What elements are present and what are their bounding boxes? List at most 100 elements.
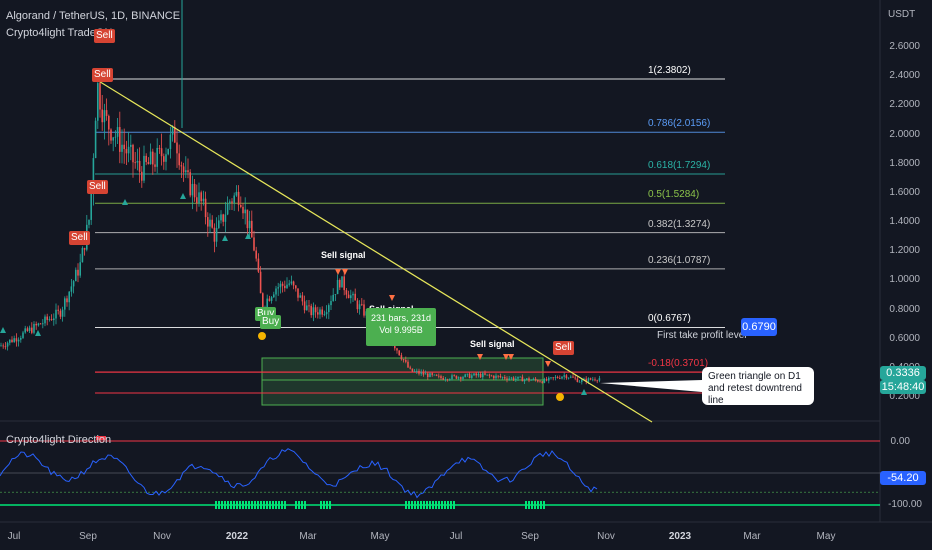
candle-body — [189, 172, 191, 196]
indicator-direction-marker — [96, 436, 106, 440]
candle-body — [578, 381, 581, 383]
callout-note[interactable]: Green triangle on D1 and retest downtren… — [702, 367, 814, 406]
buy-triangle-icon — [222, 235, 228, 241]
candle-body — [499, 375, 502, 378]
candle-body — [200, 192, 202, 202]
candle-body — [418, 370, 420, 374]
candle-body — [145, 155, 147, 163]
indicator-title[interactable]: Crypto4light TradeON — [6, 27, 113, 39]
candle-body — [497, 375, 499, 377]
indicator-signal-bar — [245, 501, 247, 509]
candle-body — [574, 377, 576, 379]
candle-body — [156, 147, 158, 167]
candle-body — [55, 309, 57, 319]
candle-body — [198, 192, 200, 204]
candle-body — [163, 156, 165, 162]
candle-body — [523, 379, 526, 382]
candle-body — [323, 314, 326, 315]
price-axis-tick: 1.6000 — [889, 186, 920, 198]
indicator-pane-title[interactable]: Crypto4light Direction — [6, 434, 112, 446]
candle-body — [112, 137, 114, 141]
candle-body — [79, 262, 81, 276]
indicator-signal-bar — [304, 501, 306, 509]
candle-body — [534, 378, 537, 380]
indicator-signal-bar — [444, 501, 446, 509]
candle-body — [75, 269, 77, 282]
candle-body — [306, 305, 308, 311]
candle-body — [554, 377, 557, 378]
price-axis-tick: 2.2000 — [889, 99, 920, 111]
buy-triangle-icon — [35, 330, 41, 336]
fib-level-label: 0.618(1.7294) — [648, 159, 711, 171]
candle-body — [121, 144, 123, 152]
candle-body — [563, 375, 565, 377]
price-axis-tick: 2.6000 — [889, 41, 920, 52]
candle-body — [517, 376, 519, 379]
candle-body — [266, 298, 268, 308]
candle-body — [286, 284, 288, 289]
price-axis-tick: 2.4000 — [889, 70, 920, 82]
indicator-signal-bar — [414, 501, 416, 509]
candle-body — [90, 192, 92, 220]
candle-body — [64, 298, 66, 310]
candle-body — [33, 323, 35, 333]
candle-body — [152, 151, 154, 165]
candle-body — [457, 377, 460, 379]
candle-body — [433, 374, 436, 376]
candle-body — [268, 298, 271, 301]
candle-body — [332, 294, 334, 302]
candle-body — [211, 219, 213, 228]
candle-body — [398, 350, 400, 356]
candle-body — [59, 310, 62, 317]
candle-body — [325, 312, 328, 315]
indicator-signal-bar — [278, 501, 280, 509]
indicator-signal-bar — [320, 501, 322, 509]
sell-triangle-icon — [342, 269, 348, 275]
indicator-signal-bar — [441, 501, 443, 509]
indicator-signal-bar — [528, 501, 530, 509]
candle-body — [246, 209, 249, 229]
candle-body — [319, 309, 321, 315]
indicator-signal-bar — [281, 501, 283, 509]
candle-body — [123, 144, 125, 150]
indicator-signal-bar — [438, 501, 440, 509]
indicator-value-badge: -54.20 — [880, 471, 926, 485]
candle-body — [11, 339, 13, 343]
candle-body — [444, 379, 447, 381]
candle-body — [521, 376, 524, 382]
indicator-signal-bar — [215, 501, 217, 509]
candle-body — [308, 305, 310, 307]
date-axis-tick: Mar — [743, 531, 761, 542]
candle-body — [132, 144, 134, 163]
downtrend-line — [96, 79, 653, 423]
candle-body — [556, 377, 559, 378]
candle-body — [66, 298, 68, 303]
candle-body — [251, 220, 253, 238]
candle-body — [312, 307, 315, 316]
candle-body — [589, 378, 592, 380]
fib-level-label: -0.18(0.3701) — [648, 358, 709, 370]
candle-body — [451, 375, 453, 380]
indicator-signal-bar — [423, 501, 425, 509]
symbol-title[interactable]: Algorand / TetherUS, 1D, BINANCE — [6, 10, 181, 22]
candle-body — [57, 309, 59, 311]
candle-body — [512, 377, 515, 380]
date-axis-tick: Jul — [7, 531, 21, 542]
candle-body — [279, 283, 282, 288]
candle-body — [37, 323, 40, 326]
measure-box[interactable]: 231 bars, 231d Vol 9.995B — [366, 308, 436, 346]
date-axis-tick: Jul — [449, 531, 463, 542]
candle-body — [528, 378, 530, 381]
candle-body — [26, 328, 29, 332]
candle-body — [136, 160, 139, 163]
candle-body — [213, 227, 216, 242]
candle-body — [193, 183, 196, 198]
candle-body — [9, 339, 11, 343]
candle-body — [490, 375, 493, 377]
candle-body — [72, 281, 75, 287]
candle-body — [495, 375, 497, 379]
candle-body — [262, 293, 264, 309]
indicator-signal-bar — [284, 501, 286, 509]
indicator-signal-bar — [254, 501, 256, 509]
